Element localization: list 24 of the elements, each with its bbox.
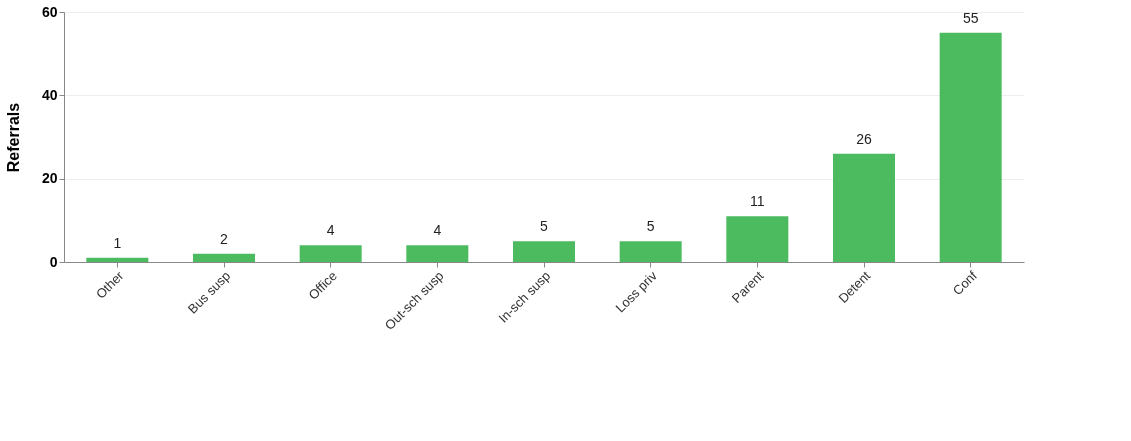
bar [513,241,575,262]
y-tick-label: 60 [41,3,58,20]
data-label: 55 [962,9,979,26]
y-tick-label: 20 [41,170,58,187]
bar [939,32,1002,262]
bar [833,153,895,262]
data-label: 4 [433,222,442,239]
y-axis-title: Referrals [4,102,22,173]
data-label: 26 [856,130,872,147]
data-label: 11 [750,193,765,210]
data-label: 2 [220,230,229,247]
data-label: 1 [113,234,122,251]
x-tick-label: Bus susp [184,268,234,317]
y-tick-label: 40 [41,86,58,103]
data-label: 5 [540,218,549,235]
bar [299,245,362,262]
data-label: 5 [646,218,655,235]
data-label: 4 [326,222,335,239]
bar [193,253,255,262]
bar [406,245,469,262]
bar [86,257,149,262]
bar [726,216,789,262]
y-tick-label: 0 [49,253,58,270]
bar [619,241,682,262]
